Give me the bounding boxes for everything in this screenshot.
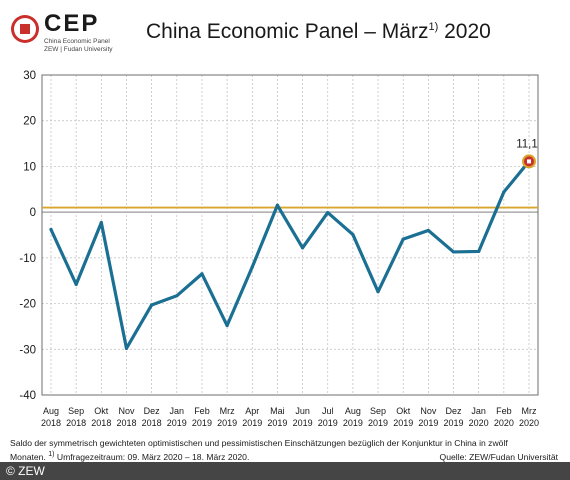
x-tick-month: Okt [94, 406, 109, 416]
x-tick-month: Jul [322, 406, 334, 416]
footnote-mark: 1) [48, 451, 55, 458]
data-point [175, 294, 179, 298]
x-tick-month: Jan [170, 406, 185, 416]
x-tick-year: 2019 [318, 418, 338, 428]
data-point [225, 323, 229, 328]
x-tick-year: 2019 [418, 418, 438, 428]
plot-frame [41, 74, 539, 396]
footnote: Saldo der symmetrisch gewichteten optimi… [10, 438, 558, 463]
chart-title: China Economic Panel – März1) 2020 [146, 20, 491, 44]
data-point [275, 203, 280, 207]
y-tick-label: 10 [23, 161, 36, 173]
x-tick-month: Sep [68, 406, 84, 416]
x-tick-month: Sep [370, 406, 386, 416]
data-point [150, 303, 154, 307]
y-tick-label: -10 [19, 253, 36, 265]
x-tick-year: 2019 [293, 418, 313, 428]
x-tick-month: Aug [43, 406, 59, 416]
y-tick-label: -20 [19, 299, 36, 311]
data-point [376, 290, 380, 294]
x-tick-year: 2018 [91, 418, 111, 428]
x-tick-year: 2019 [192, 418, 212, 428]
x-tick-year: 2018 [41, 418, 61, 428]
x-tick-year: 2019 [267, 418, 287, 428]
y-tick-label: -30 [19, 344, 36, 356]
data-point [477, 249, 481, 254]
logo-wordmark: CEP [44, 10, 100, 37]
footnote-line-1: Saldo der symmetrisch gewichteten optimi… [10, 438, 508, 448]
data-point [326, 211, 330, 215]
x-tick-month: Nov [420, 406, 437, 416]
data-point [401, 237, 405, 241]
y-tick-label: 30 [23, 70, 36, 82]
chart-title-text: China Economic Panel – März [146, 20, 429, 43]
x-tick-year: 2019 [343, 418, 363, 428]
x-tick-month: Jun [295, 406, 310, 416]
x-tick-month: Feb [496, 406, 512, 416]
x-tick-year: 2018 [116, 418, 136, 428]
x-tick-month: Okt [396, 406, 411, 416]
chart-title-year: 2020 [444, 20, 491, 43]
y-tick-label: 0 [30, 207, 36, 219]
cep-logo: CEP China Economic Panel ZEW | Fudan Uni… [8, 8, 148, 53]
y-tick-label: 20 [23, 116, 36, 128]
logo-affiliation: ZEW | Fudan University [44, 46, 113, 53]
data-point [49, 227, 53, 232]
x-tick-month: Mai [270, 406, 285, 416]
x-tick-year: 2019 [217, 418, 237, 428]
x-tick-year: 2019 [167, 418, 187, 428]
cep-logo-icon [11, 15, 39, 43]
title-footnote-mark: 1) [428, 21, 439, 33]
survey-period: Umfragezeitraum: 09. März 2020 – 18. Mär… [56, 451, 250, 462]
x-tick-month: Feb [194, 406, 210, 416]
footnote-months: Monaten. [10, 451, 46, 462]
x-tick-year: 2018 [66, 418, 86, 428]
x-tick-year: 2019 [368, 418, 388, 428]
highlight-data-label: 11,1 [516, 138, 538, 150]
data-point [74, 282, 78, 286]
data-point [124, 346, 129, 350]
y-tick-label: -40 [19, 390, 36, 402]
x-tick-year: 2020 [469, 418, 489, 428]
data-point [426, 228, 430, 233]
x-tick-month: Aug [345, 406, 361, 416]
x-tick-month: Nov [118, 406, 135, 416]
line-chart: -40 -30 -20 -10 0 10 20 30 11,1 Aug 2018 Sep 2018 Okt… [19, 70, 539, 428]
x-tick-year: 2018 [142, 418, 162, 428]
x-tick-year: 2020 [519, 418, 539, 428]
logo-subtitle: China Economic Panel [44, 38, 110, 45]
x-tick-month: Dez [144, 406, 161, 416]
x-tick-month: Mrz [220, 406, 235, 416]
data-point [502, 190, 506, 194]
data-point [451, 250, 456, 254]
data-point [99, 221, 103, 225]
data-point [300, 246, 305, 250]
highlight-marker-center [527, 159, 531, 164]
x-tick-year: 2020 [494, 418, 514, 428]
data-point [351, 232, 355, 237]
x-tick-month: Dez [446, 406, 463, 416]
x-tick-year: 2019 [444, 418, 464, 428]
x-tick-year: 2019 [393, 418, 413, 428]
x-tick-month: Mrz [522, 406, 537, 416]
source-note: Quelle: ZEW/Fudan Universität [439, 451, 558, 462]
footnote-line-2: Monaten. 1) Umfragezeitraum: 09. März 20… [10, 449, 558, 463]
x-tick-year: 2019 [242, 418, 262, 428]
data-point [250, 265, 254, 269]
copyright-bar: © ZEW [0, 462, 570, 480]
data-series-line [49, 159, 531, 350]
data-point [200, 272, 204, 276]
x-tick-month: Jan [471, 406, 486, 416]
x-tick-month: Apr [245, 406, 259, 416]
